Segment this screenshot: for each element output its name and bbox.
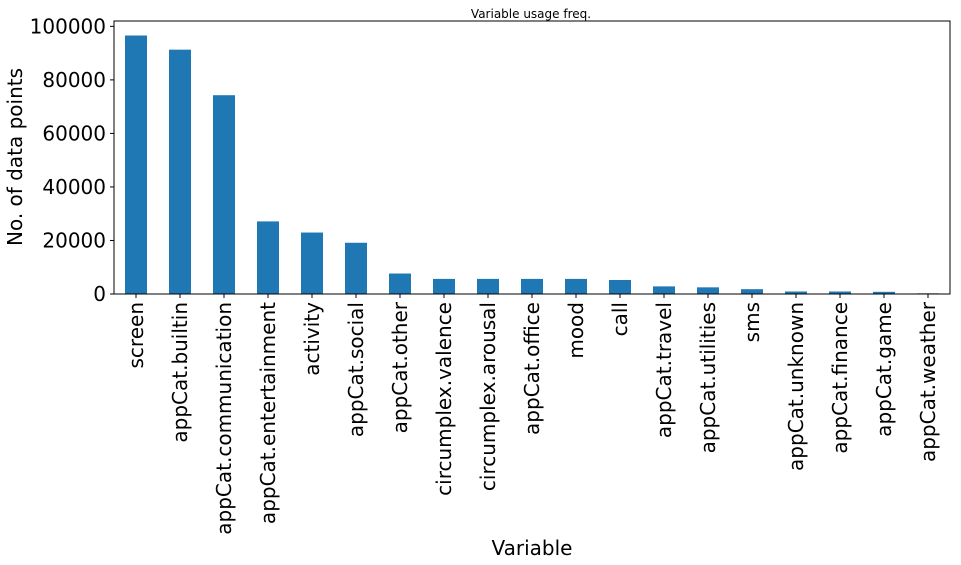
- x-tick-label: call: [608, 302, 632, 336]
- bar-circumplex-arousal: [477, 278, 499, 294]
- x-tick-label: screen: [124, 302, 148, 368]
- x-axis: screen appCat.builtin appCat.communication…: [124, 294, 940, 535]
- y-tick-label: 20000: [42, 228, 106, 252]
- y-axis-label: No. of data points: [3, 68, 27, 246]
- bar-activity: [301, 232, 323, 294]
- x-tick-label: appCat.finance: [828, 302, 852, 454]
- y-tick-label: 40000: [42, 175, 106, 199]
- chart-title: Variable usage freq.: [471, 7, 591, 21]
- bar-appCat-office: [521, 278, 543, 294]
- x-tick-label: appCat.weather: [916, 301, 940, 462]
- bar-mood: [565, 278, 587, 294]
- bar-appCat-travel: [653, 286, 675, 294]
- bar-appCat-utilities: [697, 287, 719, 294]
- x-tick-label: circumplex.arousal: [476, 302, 500, 491]
- y-axis: 0 20000 40000 60000 80000 100000: [30, 14, 114, 306]
- bar-appCat-finance: [829, 291, 851, 294]
- bar-appCat-entertainment: [257, 221, 279, 294]
- y-tick-label: 100000: [30, 14, 106, 38]
- y-tick-label: 0: [93, 282, 106, 306]
- bar-circumplex-valence: [433, 278, 455, 294]
- x-tick-label: appCat.builtin: [168, 302, 192, 443]
- x-tick-label: appCat.entertainment: [256, 302, 280, 524]
- bar-appCat-builtin: [169, 49, 191, 295]
- x-tick-label: mood: [564, 302, 588, 359]
- bar-screen: [125, 35, 147, 295]
- y-tick-label: 60000: [42, 121, 106, 145]
- x-axis-label: Variable: [492, 536, 573, 560]
- x-tick-label: appCat.other: [388, 301, 412, 433]
- x-tick-label: appCat.social: [344, 302, 368, 437]
- bar-appCat-other: [389, 273, 411, 294]
- bar-appCat-communication: [213, 95, 235, 294]
- x-tick-label: appCat.unknown: [784, 302, 808, 471]
- y-tick-label: 80000: [42, 68, 106, 92]
- bars-group: [125, 35, 939, 295]
- x-tick-label: sms: [740, 302, 764, 342]
- bar-call: [609, 279, 631, 294]
- x-tick-label: appCat.travel: [652, 302, 676, 438]
- bar-appCat-unknown: [785, 291, 807, 294]
- x-tick-label: appCat.game: [872, 302, 896, 437]
- x-tick-label: activity: [300, 302, 324, 376]
- x-tick-label: circumplex.valence: [432, 302, 456, 496]
- bar-sms: [741, 289, 763, 294]
- x-tick-label: appCat.utilities: [696, 302, 720, 453]
- x-tick-label: appCat.office: [520, 302, 544, 435]
- x-tick-label: appCat.communication: [212, 302, 236, 535]
- bar-appCat-game: [873, 291, 895, 294]
- bar-appCat-social: [345, 242, 367, 294]
